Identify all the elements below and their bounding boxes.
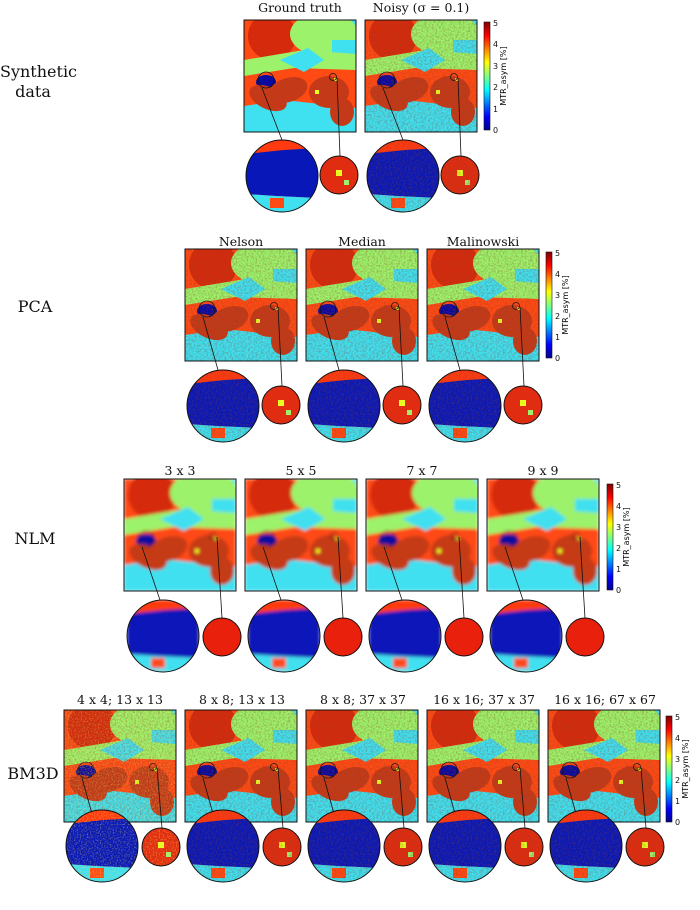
panel-nlm-5x5 (244, 478, 358, 592)
zoom-bm3d-3 (307, 767, 423, 883)
tick: 3 (675, 755, 680, 764)
tick: 1 (493, 105, 498, 114)
tick: 4 (493, 40, 498, 49)
zoom-bm3d-4 (428, 767, 544, 883)
tick: 1 (555, 333, 560, 342)
tick: 2 (616, 544, 621, 553)
row-label-nlm: NLM (14, 529, 56, 548)
title-bm3d-1: 4 x 4; 13 x 13 (77, 692, 163, 707)
colorbar-label: MTR_asym [%] (681, 739, 690, 798)
panel-bm3d-3 (305, 709, 419, 823)
row-label-synthetic: Synthetic data (0, 62, 78, 101)
colorbar-row3: 5 4 3 2 1 0 MTR_asym [%] (665, 713, 690, 827)
zoom-bm3d-2 (186, 767, 302, 883)
title-nlm-5x5: 5 x 5 (285, 463, 317, 478)
colorbar-row0: 5 4 3 2 1 0 MTR_asym [%] (483, 19, 508, 135)
panel-bm3d-4 (426, 709, 540, 823)
tick: 4 (675, 734, 680, 743)
zoom-nlm-5x5 (247, 536, 363, 673)
tick: 4 (616, 502, 621, 511)
tick: 2 (675, 776, 680, 785)
title-bm3d-2: 8 x 8; 13 x 13 (199, 692, 285, 707)
zoom-nlm-9x9 (489, 536, 605, 673)
tick: 0 (675, 818, 680, 827)
zoom-ground-truth (245, 77, 359, 213)
zoom-nlm-3x3 (126, 536, 242, 673)
tick: 4 (555, 270, 560, 279)
panel-nlm-9x9 (486, 478, 600, 592)
tick: 1 (616, 565, 621, 574)
title-bm3d-4: 16 x 16; 37 x 37 (433, 692, 535, 707)
tick: 2 (493, 83, 498, 92)
panel-bm3d-2 (184, 709, 298, 823)
title-nelson: Nelson (218, 234, 264, 249)
zoom-nlm-7x7 (368, 536, 484, 673)
title-nlm-3x3: 3 x 3 (164, 463, 196, 478)
title-nlm-7x7: 7 x 7 (406, 463, 438, 478)
title-bm3d-3: 8 x 8; 37 x 37 (320, 692, 406, 707)
zoom-bm3d-5 (549, 767, 665, 883)
panel-median (305, 248, 419, 362)
panel-bm3d-5 (547, 709, 661, 823)
panel-ground-truth (243, 19, 357, 133)
colorbar-row1: 5 4 3 2 1 0 MTR_asym [%] (545, 249, 570, 363)
zoom-bm3d-1 (65, 767, 181, 883)
tick: 5 (616, 481, 621, 490)
zoom-malinowski (428, 306, 543, 443)
title-ground-truth: Ground truth (258, 0, 342, 15)
tick: 5 (555, 249, 560, 258)
panel-nelson (184, 248, 298, 362)
panel-nlm-3x3 (123, 478, 237, 592)
colorbar-label: MTR_asym [%] (499, 46, 508, 105)
panel-malinowski (426, 248, 540, 362)
colorbar-label: MTR_asym [%] (561, 275, 570, 334)
zoom-nelson (186, 306, 301, 443)
tick: 3 (555, 291, 560, 300)
tick: 0 (555, 354, 560, 363)
title-noisy: Noisy (σ = 0.1) (372, 0, 470, 15)
colorbar-row2: 5 4 3 2 1 0 MTR_asym [%] (606, 481, 631, 595)
tick: 0 (493, 126, 498, 135)
title-nlm-9x9: 9 x 9 (527, 463, 559, 478)
row-label-bm3d: BM3D (7, 764, 59, 783)
zoom-noisy (366, 77, 480, 213)
panel-noisy (364, 19, 478, 133)
tick: 3 (493, 62, 498, 71)
title-median: Median (338, 234, 386, 249)
row-label-pca: PCA (17, 297, 53, 316)
tick: 3 (616, 523, 621, 532)
title-bm3d-5: 16 x 16; 67 x 67 (554, 692, 656, 707)
zoom-median (307, 306, 422, 443)
colorbar-label: MTR_asym [%] (622, 507, 631, 566)
tick: 0 (616, 586, 621, 595)
tick: 5 (493, 19, 498, 28)
tick: 5 (675, 713, 680, 722)
panel-bm3d-1 (63, 709, 177, 823)
title-malinowski: Malinowski (446, 234, 520, 249)
tick: 2 (555, 312, 560, 321)
panel-nlm-7x7 (365, 478, 479, 592)
tick: 1 (675, 797, 680, 806)
